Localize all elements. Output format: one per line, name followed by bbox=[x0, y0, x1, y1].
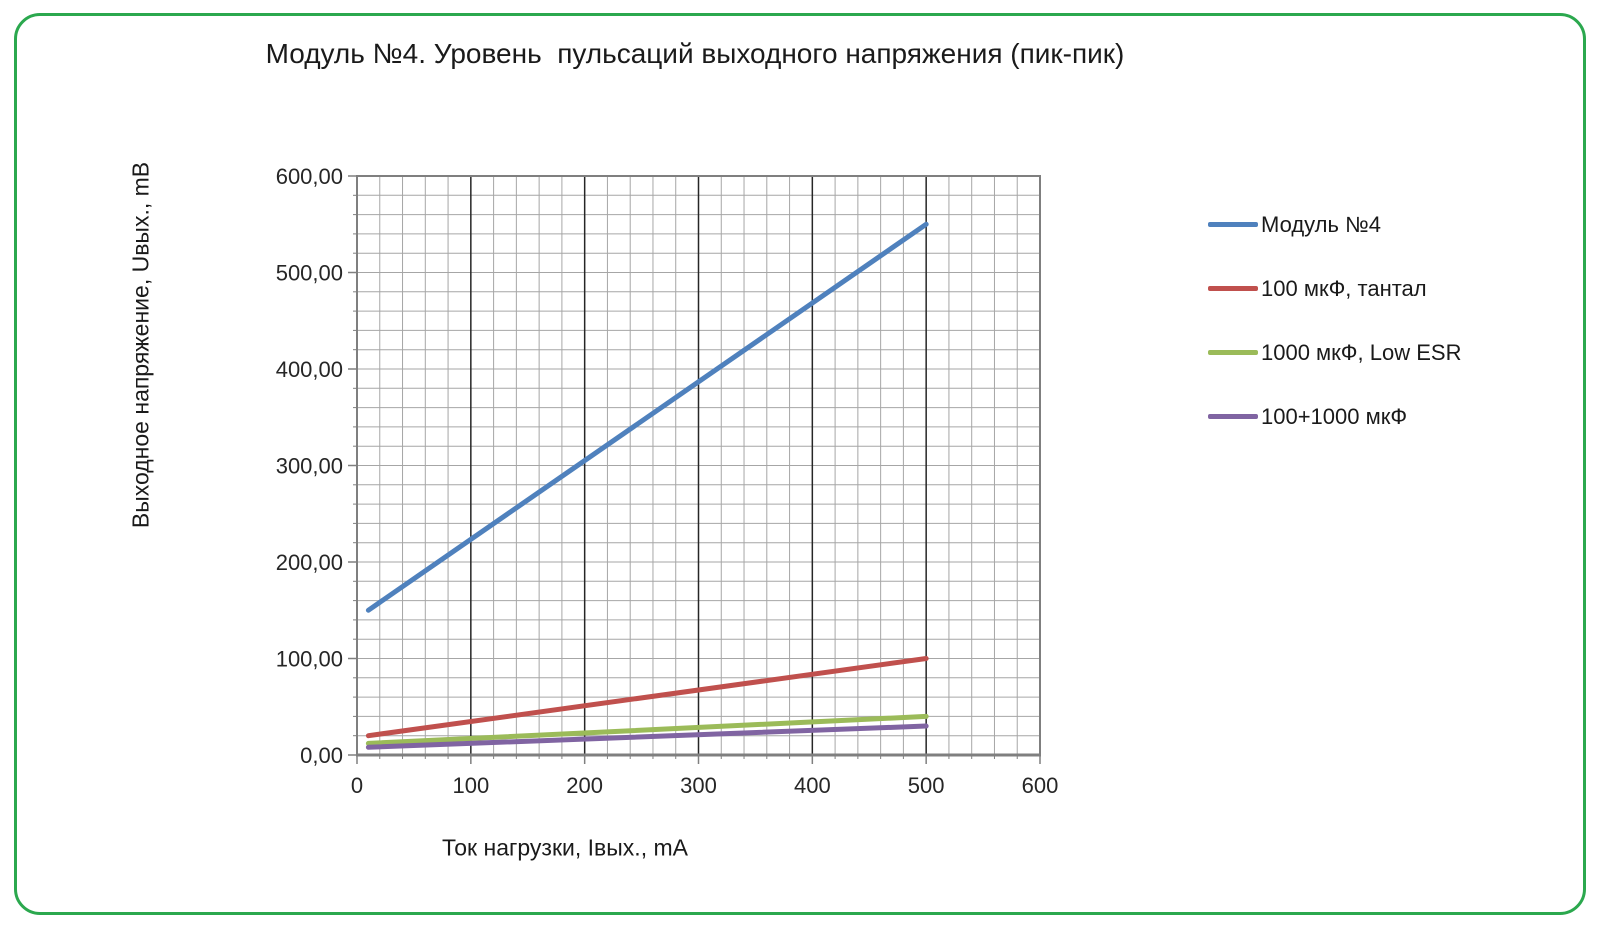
x-tick-label: 500 bbox=[908, 773, 945, 798]
legend-line-swatch bbox=[1208, 414, 1258, 419]
chart-title: Модуль №4. Уровень пульсаций выходного н… bbox=[265, 38, 1125, 69]
y-tick-label: 500,00 bbox=[276, 261, 343, 286]
legend-item: Модуль №4 bbox=[1208, 211, 1461, 238]
legend-line-swatch bbox=[1208, 222, 1258, 227]
x-tick-label: 100 bbox=[452, 773, 489, 798]
x-tick-label: 200 bbox=[566, 773, 603, 798]
series-line bbox=[365, 723, 929, 750]
legend-line-swatch bbox=[1208, 350, 1258, 355]
series-line bbox=[365, 713, 929, 746]
legend-line-swatch bbox=[1208, 286, 1258, 291]
legend-label: 1000 мкФ, Low ESR bbox=[1261, 339, 1462, 365]
legend: Модуль №4 100 мкФ, тантал 1000 мкФ, Low ES… bbox=[1208, 211, 1461, 430]
legend-item: 1000 мкФ, Low ESR bbox=[1208, 339, 1461, 366]
x-tick-label: 600 bbox=[1022, 773, 1059, 798]
y-tick-label: 100,00 bbox=[276, 647, 343, 672]
x-tick-label: 0 bbox=[351, 773, 363, 798]
legend-label: 100+1000 мкФ bbox=[1261, 403, 1408, 429]
legend-label: 100 мкФ, тантал bbox=[1261, 275, 1427, 301]
series-line bbox=[365, 221, 929, 613]
y-tick-label: 300,00 bbox=[276, 454, 343, 479]
legend-label: Модуль №4 bbox=[1261, 211, 1381, 237]
x-axis-title: Ток нагрузки, Iвых., mA bbox=[442, 834, 688, 861]
x-tick-label: 400 bbox=[794, 773, 831, 798]
y-tick-label: 0,00 bbox=[300, 743, 343, 768]
y-tick-label: 400,00 bbox=[276, 357, 343, 382]
y-tick-label: 600,00 bbox=[276, 164, 343, 189]
legend-item: 100+1000 мкФ bbox=[1208, 403, 1461, 430]
series-line bbox=[365, 656, 929, 739]
y-tick-label: 200,00 bbox=[276, 550, 343, 575]
x-tick-label: 300 bbox=[680, 773, 717, 798]
legend-item: 100 мкФ, тантал bbox=[1208, 275, 1461, 302]
